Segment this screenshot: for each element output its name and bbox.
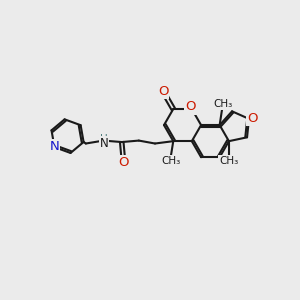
Text: CH₃: CH₃ — [213, 100, 232, 110]
Text: CH₃: CH₃ — [219, 156, 238, 166]
Text: CH₃: CH₃ — [161, 156, 181, 166]
Text: O: O — [185, 100, 196, 113]
Text: O: O — [158, 85, 168, 98]
Text: N: N — [50, 140, 59, 153]
Text: N: N — [100, 137, 108, 150]
Text: O: O — [118, 157, 128, 169]
Text: O: O — [247, 112, 258, 125]
Text: H: H — [100, 134, 107, 143]
